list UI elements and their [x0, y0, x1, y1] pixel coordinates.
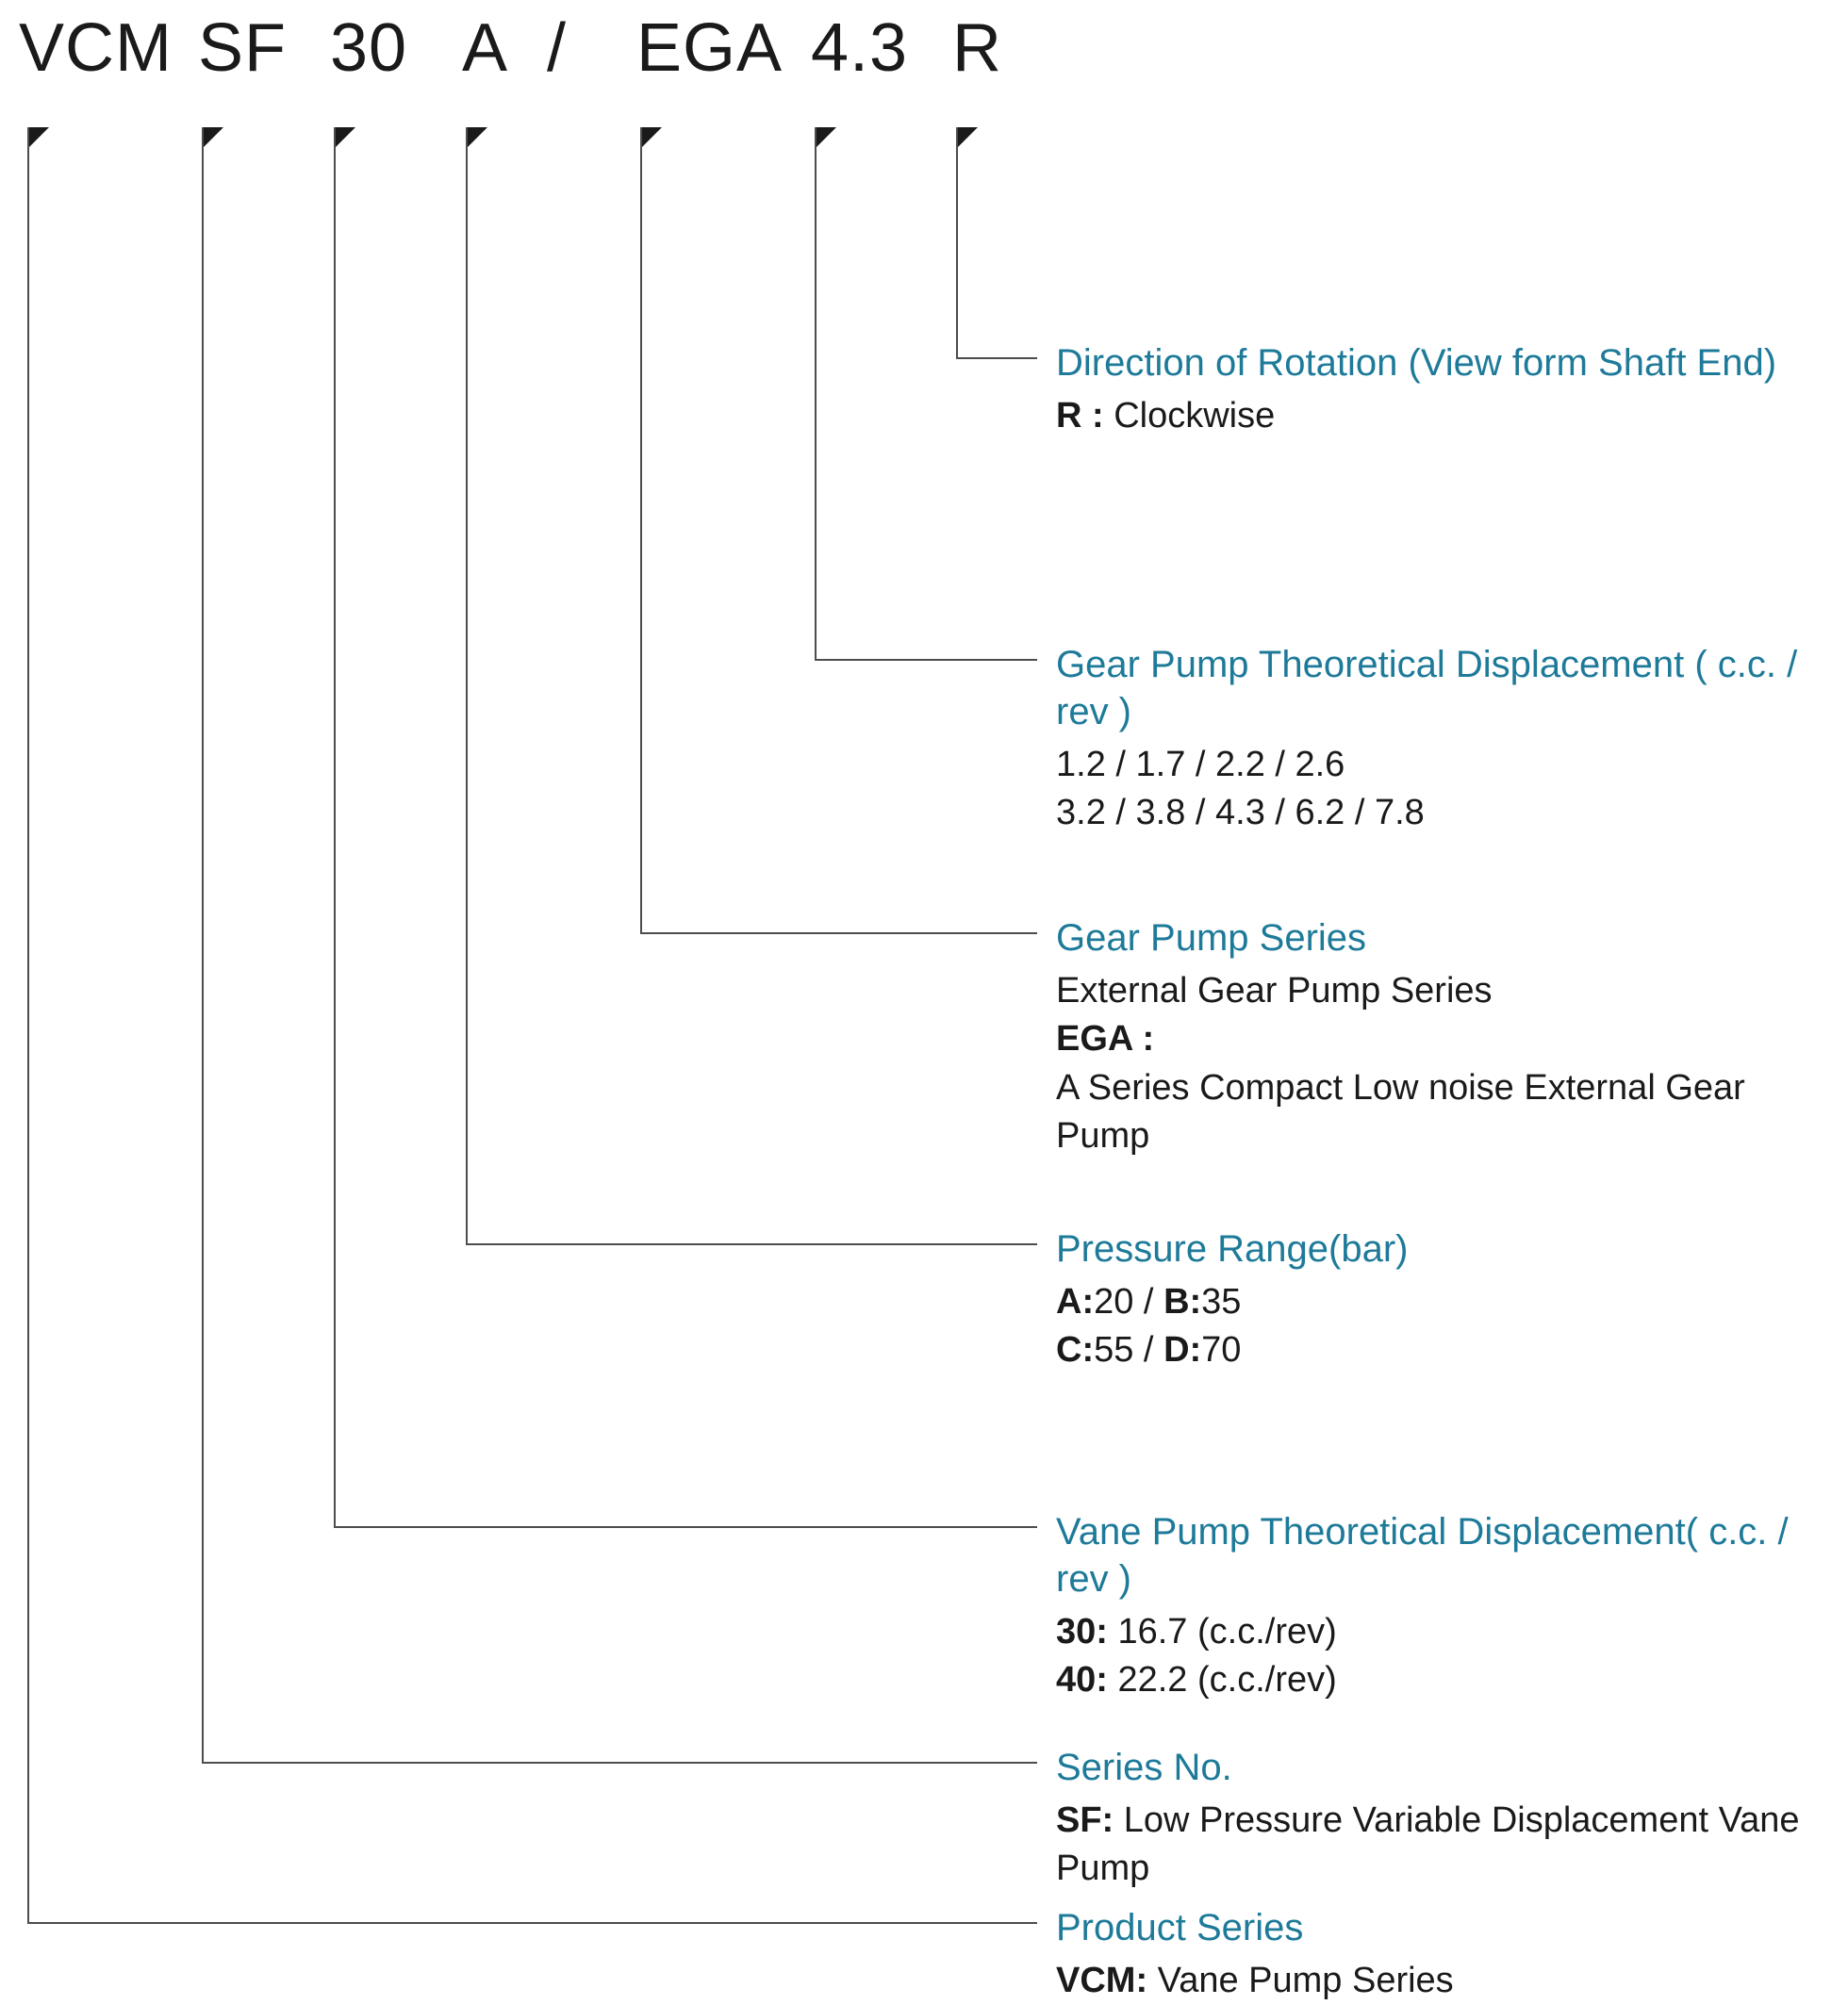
- section-body: 30: 16.7 (c.c./rev)40: 22.2 (c.c./rev): [1056, 1608, 1829, 1705]
- marker-icon: [28, 127, 49, 148]
- code-part-r: R: [952, 9, 1002, 87]
- code-part-a: A: [462, 9, 508, 87]
- section-body: VCM: Vane Pump Series: [1056, 1957, 1829, 2005]
- code-part-43: 4.3: [811, 9, 908, 87]
- code-part-slash: /: [547, 9, 567, 87]
- section-gear-displacement: Gear Pump Theoretical Displacement ( c.c…: [1056, 641, 1829, 838]
- marker-icon: [641, 127, 662, 148]
- section-body: External Gear Pump SeriesEGA :A Series C…: [1056, 967, 1829, 1160]
- section-gear-series: Gear Pump Series External Gear Pump Seri…: [1056, 914, 1829, 1160]
- code-part-30: 30: [330, 9, 407, 87]
- marker-icon: [335, 127, 355, 148]
- marker-icon: [467, 127, 487, 148]
- section-vane-displacement: Vane Pump Theoretical Displacement( c.c.…: [1056, 1508, 1829, 1705]
- section-title: Gear Pump Series: [1056, 914, 1829, 961]
- section-series-no: Series No. SF: Low Pressure Variable Dis…: [1056, 1744, 1829, 1894]
- section-title: Pressure Range(bar): [1056, 1225, 1829, 1273]
- section-body: A:20 / B:35C:55 / D:70: [1056, 1278, 1829, 1375]
- marker-icon: [816, 127, 836, 148]
- section-title: Direction of Rotation (View form Shaft E…: [1056, 339, 1829, 386]
- section-title: Product Series: [1056, 1904, 1829, 1951]
- marker-icon: [957, 127, 978, 148]
- code-part-ega: EGA: [636, 9, 783, 87]
- section-body: 1.2 / 1.7 / 2.2 / 2.63.2 / 3.8 / 4.3 / 6…: [1056, 741, 1829, 838]
- section-body: R : Clockwise: [1056, 392, 1829, 440]
- code-part-sf: SF: [198, 9, 287, 87]
- section-title: Gear Pump Theoretical Displacement ( c.c…: [1056, 641, 1829, 735]
- section-product-series: Product Series VCM: Vane Pump Series: [1056, 1904, 1829, 2005]
- code-part-vcm: VCM: [19, 9, 173, 87]
- section-pressure: Pressure Range(bar) A:20 / B:35C:55 / D:…: [1056, 1225, 1829, 1375]
- section-title: Vane Pump Theoretical Displacement( c.c.…: [1056, 1508, 1829, 1602]
- marker-icon: [203, 127, 223, 148]
- section-rotation: Direction of Rotation (View form Shaft E…: [1056, 339, 1829, 440]
- section-body: SF: Low Pressure Variable Displacement V…: [1056, 1797, 1829, 1894]
- section-title: Series No.: [1056, 1744, 1829, 1791]
